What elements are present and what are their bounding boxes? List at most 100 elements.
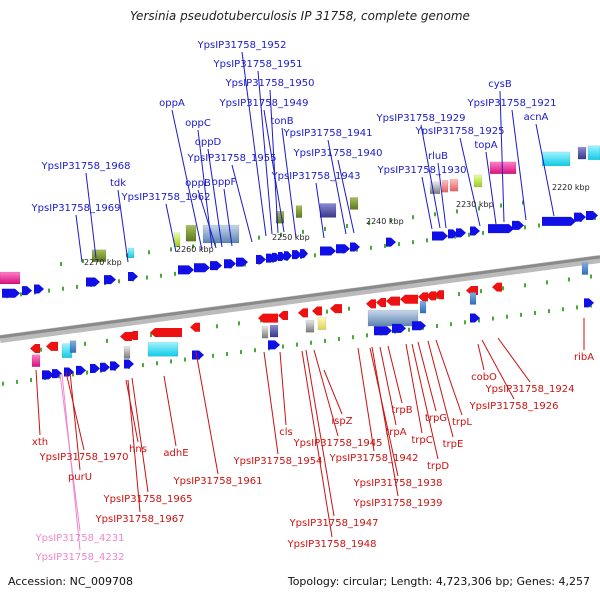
reverse-gene-label[interactable]: adhE: [163, 448, 188, 459]
ring-tick-mark: [20, 292, 22, 297]
reverse-gene-label[interactable]: YpsIP31758_1938: [353, 478, 443, 489]
rna-gene-label[interactable]: YpsIP31758_4232: [35, 552, 125, 563]
reverse-gene-label[interactable]: YpsIP31758_1967: [95, 514, 185, 525]
ring-tick-mark: [502, 286, 504, 291]
reverse-gene-label[interactable]: YpsIP31758_1947: [289, 518, 379, 529]
reverse-gene-label[interactable]: YpsIP31758_1926: [469, 401, 559, 412]
reverse-gene-label[interactable]: trpC: [411, 435, 432, 446]
ring-tick-mark: [492, 316, 494, 321]
reverse-gene-arrow: [330, 304, 342, 314]
forward-gene-label[interactable]: YpsIP31758_1950: [225, 78, 315, 89]
reverse-gene-arrow: [418, 292, 428, 302]
reverse-gene-label[interactable]: ribA: [574, 352, 594, 363]
forward-gene-label[interactable]: YpsIP31758_1940: [293, 148, 383, 159]
forward-gene-label[interactable]: YpsIP31758_1930: [377, 165, 467, 176]
reverse-gene-leader-line: [195, 351, 219, 475]
reverse-gene-label[interactable]: YpsIP31758_1939: [353, 498, 443, 509]
forward-gene-label[interactable]: acnA: [524, 112, 549, 123]
forward-gene-label[interactable]: YpsIP31758_1943: [271, 171, 361, 182]
ring-tick-mark: [170, 247, 172, 252]
reverse-gene-label[interactable]: trpD: [427, 461, 449, 472]
forward-gene-label[interactable]: YpsIP31758_1968: [41, 161, 131, 172]
gene-box-green: [295, 205, 303, 218]
forward-gene-leader-line: [241, 51, 267, 237]
forward-gene-leader-line: [485, 151, 497, 225]
forward-gene-label[interactable]: rluB: [428, 151, 448, 162]
forward-gene-label[interactable]: cysB: [488, 79, 512, 90]
forward-gene-arrow: [456, 228, 466, 238]
forward-gene-arrow: [268, 340, 280, 350]
reverse-gene-label[interactable]: cobO: [471, 372, 497, 383]
reverse-gene-arrow: [298, 308, 308, 318]
gene-box-cyan: [587, 145, 600, 161]
forward-gene-leader-line: [269, 89, 279, 234]
forward-gene-arrow: [110, 361, 120, 371]
ring-tick-mark: [398, 242, 400, 247]
gene-box-cyan: [127, 247, 135, 259]
ring-tick-mark: [324, 338, 326, 343]
reverse-gene-label[interactable]: xth: [32, 437, 48, 448]
ring-tick-mark: [478, 206, 480, 211]
reverse-gene-leader-line: [69, 371, 81, 471]
reverse-gene-label[interactable]: YpsIP31758_1961: [173, 476, 263, 487]
reverse-gene-label[interactable]: YpsIP31758_1924: [485, 384, 575, 395]
forward-gene-arrow: [292, 250, 302, 260]
forward-gene-label[interactable]: oppA: [159, 98, 185, 109]
reverse-gene-arrow: [376, 297, 386, 307]
reverse-gene-label[interactable]: trpG: [425, 413, 447, 424]
forward-gene-label[interactable]: YpsIP31758_1951: [213, 59, 303, 70]
reverse-gene-label[interactable]: YpsIP31758_1965: [103, 494, 193, 505]
forward-gene-label[interactable]: YpsIP31758_1969: [31, 203, 121, 214]
forward-gene-label[interactable]: YpsIP31758_1952: [197, 40, 287, 51]
forward-gene-label[interactable]: oppC: [185, 118, 211, 129]
reverse-gene-leader-line: [301, 350, 333, 538]
forward-gene-label[interactable]: YpsIP31758_1955: [187, 153, 277, 164]
reverse-gene-label[interactable]: YpsIP31758_1970: [39, 452, 129, 463]
forward-gene-label[interactable]: YpsIP31758_1929: [376, 113, 466, 124]
forward-gene-label[interactable]: oppB: [185, 178, 211, 189]
reverse-gene-label[interactable]: YpsIP31758_1948: [287, 539, 377, 550]
reverse-gene-label[interactable]: YpsIP31758_1945: [293, 438, 383, 449]
reverse-gene-label[interactable]: YpsIP31758_1942: [329, 453, 419, 464]
gene-box-magenta: [31, 354, 41, 367]
rna-gene-label[interactable]: YpsIP31758_4231: [35, 533, 125, 544]
forward-gene-label[interactable]: YpsIP31758_1941: [283, 128, 373, 139]
reverse-gene-leader-line: [131, 377, 149, 493]
forward-gene-label[interactable]: tonB: [270, 116, 293, 127]
reverse-gene-label[interactable]: YpsIP31758_1954: [233, 456, 323, 467]
reverse-gene-label[interactable]: trpA: [385, 427, 406, 438]
reverse-gene-label[interactable]: hns: [129, 444, 147, 455]
ring-tick-mark: [62, 286, 64, 291]
reverse-gene-arrow: [30, 344, 40, 354]
ring-tick-mark: [72, 372, 74, 377]
forward-gene-label[interactable]: YpsIP31758_1962: [121, 192, 211, 203]
forward-gene-label[interactable]: tdk: [110, 178, 126, 189]
ring-tick-mark: [356, 247, 358, 252]
forward-gene-label[interactable]: YpsIP31758_1949: [219, 98, 309, 109]
ring-tick-mark: [524, 225, 526, 230]
ring-tick-mark: [302, 229, 304, 234]
reverse-gene-label[interactable]: ispZ: [331, 416, 352, 427]
ring-tick-mark: [478, 318, 480, 323]
forward-gene-label[interactable]: YpsIP31758_1925: [415, 126, 505, 137]
reverse-gene-label[interactable]: trpB: [391, 405, 412, 416]
forward-gene-label[interactable]: YpsIP31758_1921: [467, 98, 557, 109]
reverse-gene-leader-line: [417, 341, 437, 412]
reverse-gene-label[interactable]: purU: [68, 472, 92, 483]
ring-tick-mark: [482, 230, 484, 235]
gene-box-green: [185, 225, 197, 242]
reverse-gene-label[interactable]: trpL: [452, 417, 472, 428]
ring-tick-mark: [76, 284, 78, 289]
forward-gene-label[interactable]: topA: [474, 140, 497, 151]
forward-gene-label[interactable]: oppF: [212, 177, 237, 188]
forward-gene-arrow: [584, 298, 594, 308]
reverse-gene-leader-line: [125, 379, 139, 443]
forward-gene-label[interactable]: oppD: [195, 137, 222, 148]
ring-tick-mark: [184, 357, 186, 362]
reverse-gene-leader-line: [371, 346, 399, 497]
reverse-gene-leader-line: [65, 371, 85, 451]
ring-tick-mark: [310, 340, 312, 345]
reverse-gene-label[interactable]: cls: [279, 427, 293, 438]
reverse-gene-label[interactable]: trpE: [443, 439, 464, 450]
forward-gene-arrow: [574, 212, 586, 222]
